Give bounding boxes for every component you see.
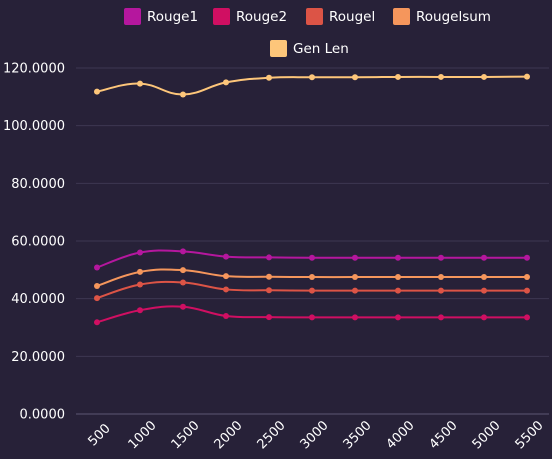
x-axis: 500 1000 1500 2000 2500 3000 3500 4000 4500 5000 5… — [86, 418, 547, 452]
data-point-rouge2 — [524, 314, 530, 321]
legend-swatch — [270, 40, 287, 57]
legend-item-rougelsum: Rougelsum — [393, 8, 491, 25]
x-tick-label: 5500 — [513, 418, 547, 452]
data-point-rougelsum — [223, 273, 229, 280]
legend: Rouge1 Rouge2 Rougel Rougelsum Gen Len — [124, 8, 491, 57]
data-point-gen-len — [352, 74, 358, 81]
x-tick-label: 4500 — [427, 418, 461, 452]
data-point-rouge2 — [180, 303, 186, 310]
data-point-rouge2 — [94, 319, 100, 326]
legend-item-rougel: Rougel — [306, 8, 375, 25]
data-point-rougelsum — [524, 274, 530, 281]
legend-item-gen-len: Gen Len — [270, 40, 349, 57]
x-tick-label: 3500 — [341, 418, 375, 452]
data-point-gen-len — [524, 73, 530, 80]
y-axis: 0.0000 20.0000 40.0000 60.0000 80.0000 100.00… — [3, 62, 65, 423]
data-point-rougelsum — [352, 274, 358, 281]
data-point-gen-len — [94, 88, 100, 95]
legend-swatch — [306, 8, 323, 25]
data-point-rougel — [309, 287, 315, 294]
data-point-rougel — [180, 279, 186, 286]
data-point-rouge1 — [223, 253, 229, 260]
data-point-rougelsum — [180, 267, 186, 274]
x-tick-label: 1000 — [126, 418, 160, 452]
legend-swatch — [393, 8, 410, 25]
data-point-rouge2 — [223, 312, 229, 319]
data-point-gen-len — [137, 80, 143, 87]
data-point-rougel — [481, 287, 487, 294]
data-point-rougel — [266, 287, 272, 294]
legend-label: Gen Len — [293, 41, 349, 57]
data-point-rouge1 — [395, 254, 401, 261]
series-group — [94, 73, 530, 326]
series-rougelsum — [94, 267, 530, 289]
series-gen-len — [94, 73, 530, 98]
y-tick-label: 20.0000 — [11, 350, 65, 365]
legend-item-rouge1: Rouge1 — [124, 8, 198, 25]
y-tick-label: 60.0000 — [11, 235, 65, 250]
y-tick-label: 0.0000 — [20, 408, 66, 423]
data-point-rougel — [395, 287, 401, 294]
data-point-rouge2 — [438, 314, 444, 321]
data-point-rouge1 — [266, 254, 272, 261]
data-point-rougelsum — [395, 274, 401, 281]
data-point-rouge2 — [481, 314, 487, 321]
data-point-rougelsum — [309, 274, 315, 281]
data-point-rouge1 — [309, 254, 315, 261]
data-point-rougelsum — [266, 273, 272, 280]
data-point-rouge1 — [438, 254, 444, 261]
data-point-rouge2 — [137, 307, 143, 314]
data-point-rougel — [352, 287, 358, 294]
data-point-rougelsum — [137, 268, 143, 275]
data-point-gen-len — [223, 79, 229, 86]
x-tick-label: 3000 — [298, 418, 332, 452]
data-point-gen-len — [438, 73, 444, 80]
data-point-rouge1 — [180, 248, 186, 255]
series-rouge2 — [94, 303, 530, 326]
data-point-rougelsum — [481, 274, 487, 281]
series-rouge1 — [94, 248, 530, 271]
data-point-rouge1 — [481, 254, 487, 261]
y-tick-label: 100.0000 — [3, 119, 65, 134]
x-tick-label: 4000 — [384, 418, 418, 452]
data-point-rouge2 — [309, 314, 315, 321]
data-point-gen-len — [309, 74, 315, 81]
data-point-rouge2 — [395, 314, 401, 321]
legend-item-rouge2: Rouge2 — [213, 8, 287, 25]
data-point-rouge2 — [266, 314, 272, 321]
data-point-rougel — [438, 287, 444, 294]
data-point-rouge2 — [352, 314, 358, 321]
y-tick-label: 120.0000 — [3, 62, 65, 77]
data-point-gen-len — [180, 91, 186, 98]
legend-label: Rougel — [329, 9, 375, 25]
data-point-rougel — [524, 287, 530, 294]
x-tick-label: 500 — [86, 421, 114, 449]
x-tick-label: 2000 — [212, 418, 246, 452]
data-point-rougelsum — [94, 282, 100, 289]
data-point-rougelsum — [438, 274, 444, 281]
y-tick-label: 80.0000 — [11, 177, 65, 192]
data-point-gen-len — [266, 74, 272, 81]
legend-label: Rougelsum — [416, 9, 491, 25]
legend-label: Rouge1 — [147, 9, 198, 25]
data-point-rouge1 — [352, 254, 358, 261]
x-tick-label: 2500 — [255, 418, 289, 452]
data-point-rouge1 — [524, 254, 530, 261]
legend-label: Rouge2 — [236, 9, 287, 25]
legend-swatch — [213, 8, 230, 25]
data-point-rougel — [94, 295, 100, 302]
data-point-rougel — [223, 286, 229, 293]
data-point-rouge1 — [94, 264, 100, 271]
grid — [76, 67, 549, 415]
legend-swatch — [124, 8, 141, 25]
x-tick-label: 1500 — [169, 418, 203, 452]
data-point-gen-len — [481, 73, 487, 80]
data-point-gen-len — [395, 73, 401, 80]
series-rougel — [94, 279, 530, 302]
x-tick-label: 5000 — [470, 418, 504, 452]
data-point-rougel — [137, 281, 143, 288]
data-point-rouge1 — [137, 249, 143, 256]
y-tick-label: 40.0000 — [11, 292, 65, 307]
